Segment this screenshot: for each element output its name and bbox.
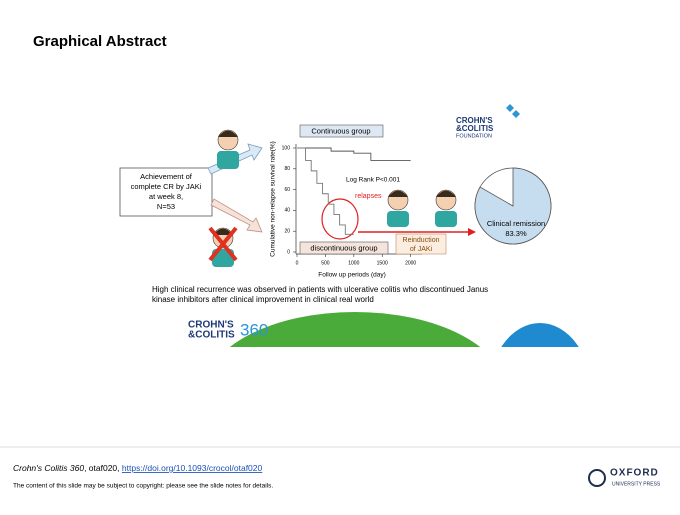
doi-link[interactable]: https://doi.org/10.1093/crocol/otaf020: [122, 463, 263, 473]
x-tick-label: 2000: [405, 260, 416, 266]
caption: kinase inhibitors after clinical improve…: [152, 295, 374, 304]
logo-text: &COLITIS: [456, 124, 494, 133]
cr-text: complete CR by JAKi: [131, 182, 202, 191]
x-tick-label: 1000: [348, 260, 359, 266]
reinduction-text: of JAKi: [410, 246, 433, 253]
journal: Crohn's Colitis 360: [13, 463, 84, 473]
logo-text: FOUNDATION: [456, 133, 492, 139]
legend-box: [299, 124, 384, 138]
x-axis-label: Follow up periods (day): [318, 272, 386, 279]
person-icon: [217, 129, 239, 169]
person-icon: [435, 189, 457, 227]
cr-text: N=53: [157, 202, 175, 211]
km-curve: [297, 147, 411, 161]
x-tick-label: 0: [296, 260, 299, 266]
y-tick-label: 60: [284, 187, 290, 193]
reinduction-text: Reinduction: [403, 237, 440, 244]
logo-text: CROHN'S: [188, 320, 234, 331]
y-tick-label: 20: [284, 229, 290, 235]
legend-entry: Continuous group: [311, 126, 370, 135]
cr-text: at week 8,: [149, 192, 183, 201]
person-icon: [387, 189, 409, 227]
x-tick-label: 1500: [377, 260, 388, 266]
title: Graphical Abstract: [33, 33, 167, 50]
x-tick-label: 500: [321, 260, 330, 266]
decor-arcs: [229, 312, 579, 347]
y-tick-label: 0: [287, 249, 290, 255]
legend-box: [299, 241, 389, 255]
logo-text: 360: [240, 320, 268, 339]
publisher: OXFORD: [610, 468, 659, 479]
oxford-mark: [588, 469, 606, 487]
publisher: UNIVERSITY PRESS: [612, 481, 661, 487]
arrow-down: [210, 198, 263, 233]
y-tick-label: 100: [282, 145, 291, 151]
citation: Crohn's Colitis 360, otaf020, https://do…: [13, 463, 263, 473]
cr-text: Achievement of: [140, 172, 193, 181]
pie-value-label: 83.3%: [505, 229, 527, 238]
y-axis-label: Cumulative non-relapse survival rate(%): [270, 141, 277, 257]
pie-label: Clinical remission: [487, 219, 545, 228]
legend-entry: discontinuous group: [310, 243, 377, 252]
notice: The content of this slide may be subject…: [13, 483, 273, 490]
logo-text: &COLITIS: [188, 330, 235, 341]
pie-slice: [474, 167, 552, 245]
y-tick-label: 40: [284, 208, 290, 214]
annotation: Log Rank P<0.001: [346, 177, 400, 184]
highlight: [321, 198, 359, 240]
relapses-label: relapses: [355, 193, 382, 200]
km-curve: [297, 147, 354, 235]
cr-box: [119, 167, 213, 217]
caption: High clinical recurrence was observed in…: [152, 285, 488, 294]
logo-mark: [506, 104, 520, 118]
y-tick-label: 80: [284, 166, 290, 172]
logo-text: CROHN'S: [456, 116, 493, 125]
arrow-head: [468, 228, 476, 236]
reinduction-box: [395, 233, 447, 255]
article-id: , otaf020,: [84, 463, 122, 473]
person-icon: [208, 226, 238, 267]
